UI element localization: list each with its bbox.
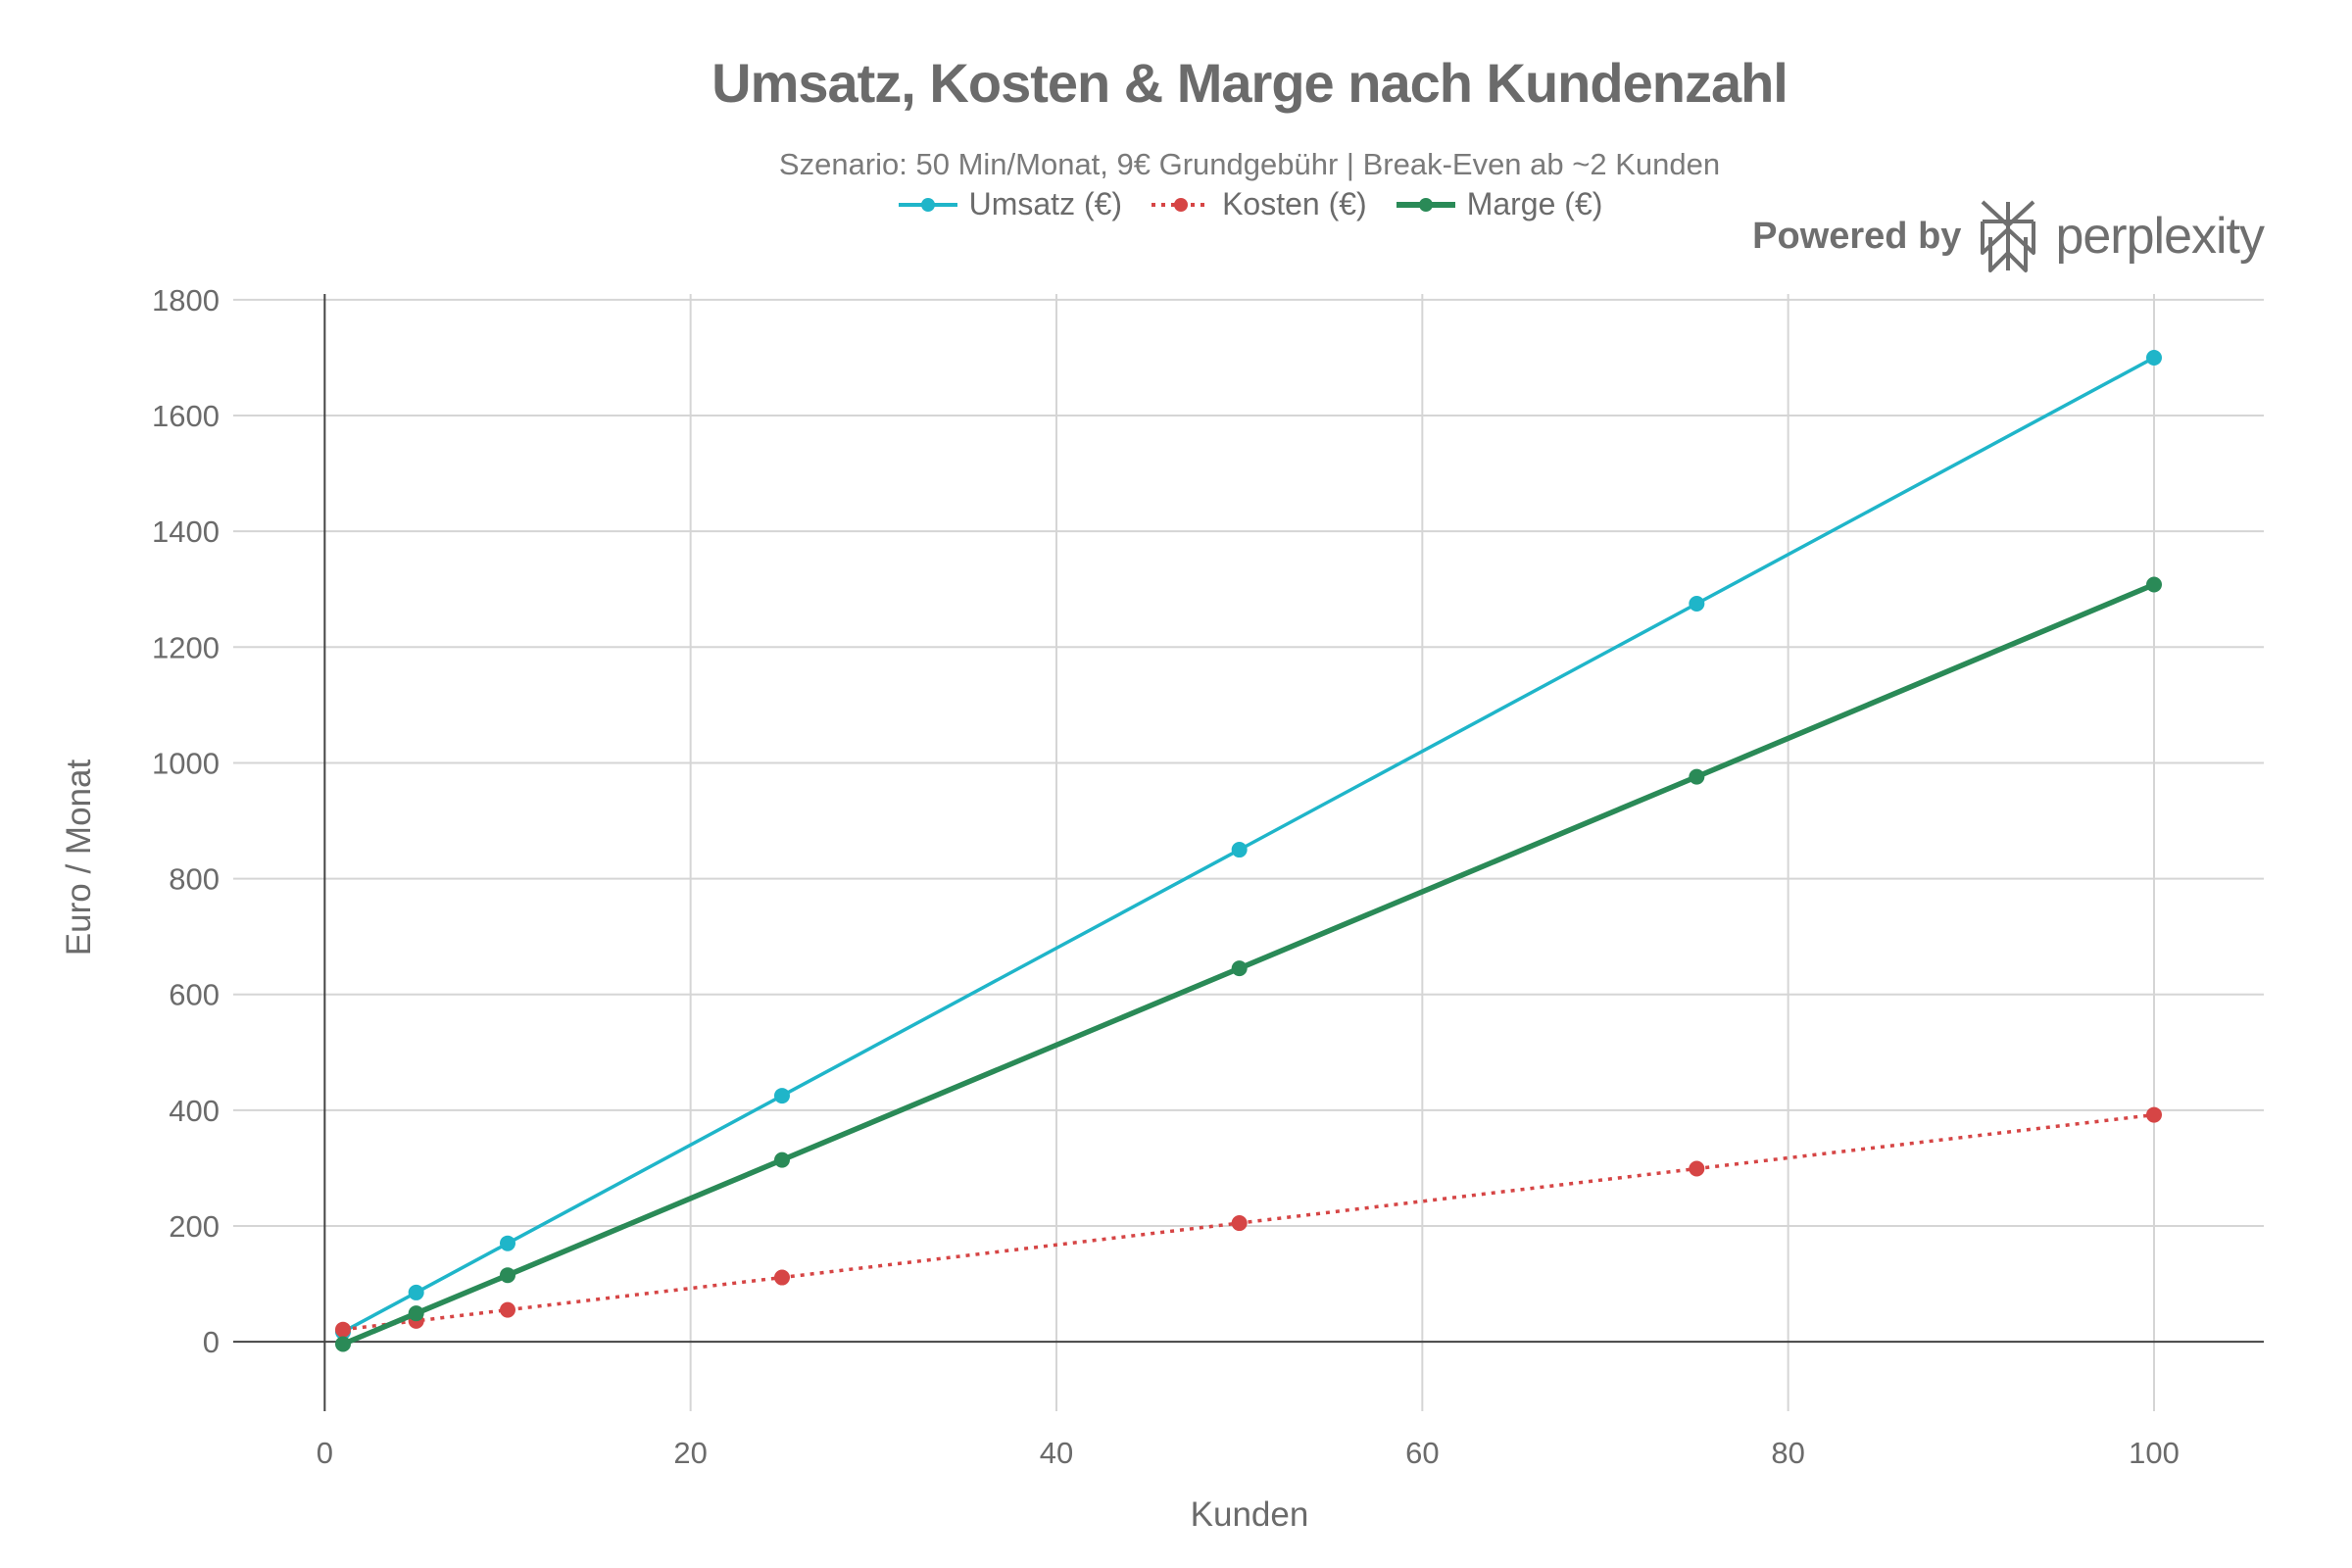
legend-swatch-marge: [1396, 197, 1455, 212]
y-tick-label: 0: [203, 1325, 220, 1359]
x-tick-label: 40: [1040, 1436, 1073, 1470]
data-point-series-3[interactable]: [2146, 576, 2162, 593]
x-tick-label: 60: [1405, 1436, 1439, 1470]
legend-label-marge: Marge (€): [1466, 186, 1603, 221]
x-tick-label: 20: [673, 1436, 707, 1470]
data-point-series-3[interactable]: [1231, 960, 1248, 977]
y-tick-label: 1200: [152, 630, 220, 664]
x-axis-title: Kunden: [1191, 1495, 1309, 1534]
y-axis-title: Euro / Monat: [60, 760, 98, 956]
data-point-series-3[interactable]: [1689, 768, 1705, 785]
y-tick-label: 800: [169, 862, 220, 897]
legend-item-marge[interactable]: Marge (€): [1395, 186, 1603, 222]
perplexity-wordmark: perplexity: [2055, 208, 2265, 265]
data-point-series-1[interactable]: [1231, 842, 1248, 858]
series-line-1: [342, 356, 2155, 1334]
data-point-series-3[interactable]: [408, 1305, 424, 1322]
data-point-series-3[interactable]: [500, 1267, 515, 1284]
tick-label-layer: 0 200 400 600 800 1000 1200 1400 1600 1800 0 20 40 60…: [152, 283, 2180, 1470]
data-point-series-2[interactable]: [1689, 1160, 1705, 1177]
data-point-series-2[interactable]: [774, 1269, 790, 1286]
data-point-series-1[interactable]: [500, 1235, 515, 1251]
data-point-series-2[interactable]: [500, 1301, 515, 1318]
data-point-series-1[interactable]: [1689, 596, 1705, 612]
y-tick-label: 600: [169, 978, 220, 1012]
data-point-series-1[interactable]: [774, 1088, 790, 1104]
x-tick-label: 100: [2129, 1436, 2180, 1470]
chart-subtitle: Szenario: 50 Min/Monat, 9€ Grundgebühr |…: [778, 147, 1721, 181]
data-point-series-3[interactable]: [774, 1152, 790, 1168]
y-tick-label: 1400: [152, 514, 220, 549]
legend-item-umsatz[interactable]: Umsatz (€): [897, 186, 1122, 222]
legend-swatch-kosten: [1152, 197, 1211, 212]
legend-label-kosten: Kosten (€): [1222, 186, 1367, 221]
grid-layer: [233, 294, 2264, 1411]
data-point-series-2[interactable]: [335, 1321, 351, 1338]
x-tick-label: 80: [1771, 1436, 1804, 1470]
data-point-series-1[interactable]: [2146, 349, 2162, 366]
series-line-2: [342, 1112, 2155, 1332]
data-point-series-2[interactable]: [1231, 1215, 1248, 1232]
powered-by-branding: Powered by perplexity: [1752, 198, 2265, 274]
series-line-3: [341, 581, 2156, 1348]
axis-layer: [233, 294, 2264, 1411]
chart-title: Umsatz, Kosten & Marge nach Kundenzahl: [711, 52, 1788, 114]
legend: Umsatz (€) Kosten (€) Marge (€): [0, 186, 2352, 222]
data-point-series-3[interactable]: [335, 1336, 351, 1352]
y-tick-label: 200: [169, 1209, 220, 1244]
perplexity-logo-icon: [1981, 200, 2036, 272]
y-tick-label: 1800: [152, 283, 220, 318]
y-tick-label: 1600: [152, 399, 220, 433]
x-tick-label: 0: [317, 1436, 333, 1470]
legend-label-umsatz: Umsatz (€): [968, 186, 1123, 221]
series-layer: [335, 349, 2162, 1352]
legend-item-kosten[interactable]: Kosten (€): [1150, 186, 1367, 222]
y-tick-label: 1000: [152, 746, 220, 780]
legend-swatch-umsatz: [898, 197, 957, 212]
powered-by-label: Powered by: [1752, 215, 1962, 257]
data-point-series-2[interactable]: [2146, 1106, 2162, 1123]
data-point-series-1[interactable]: [408, 1284, 424, 1300]
y-tick-label: 400: [169, 1094, 220, 1128]
